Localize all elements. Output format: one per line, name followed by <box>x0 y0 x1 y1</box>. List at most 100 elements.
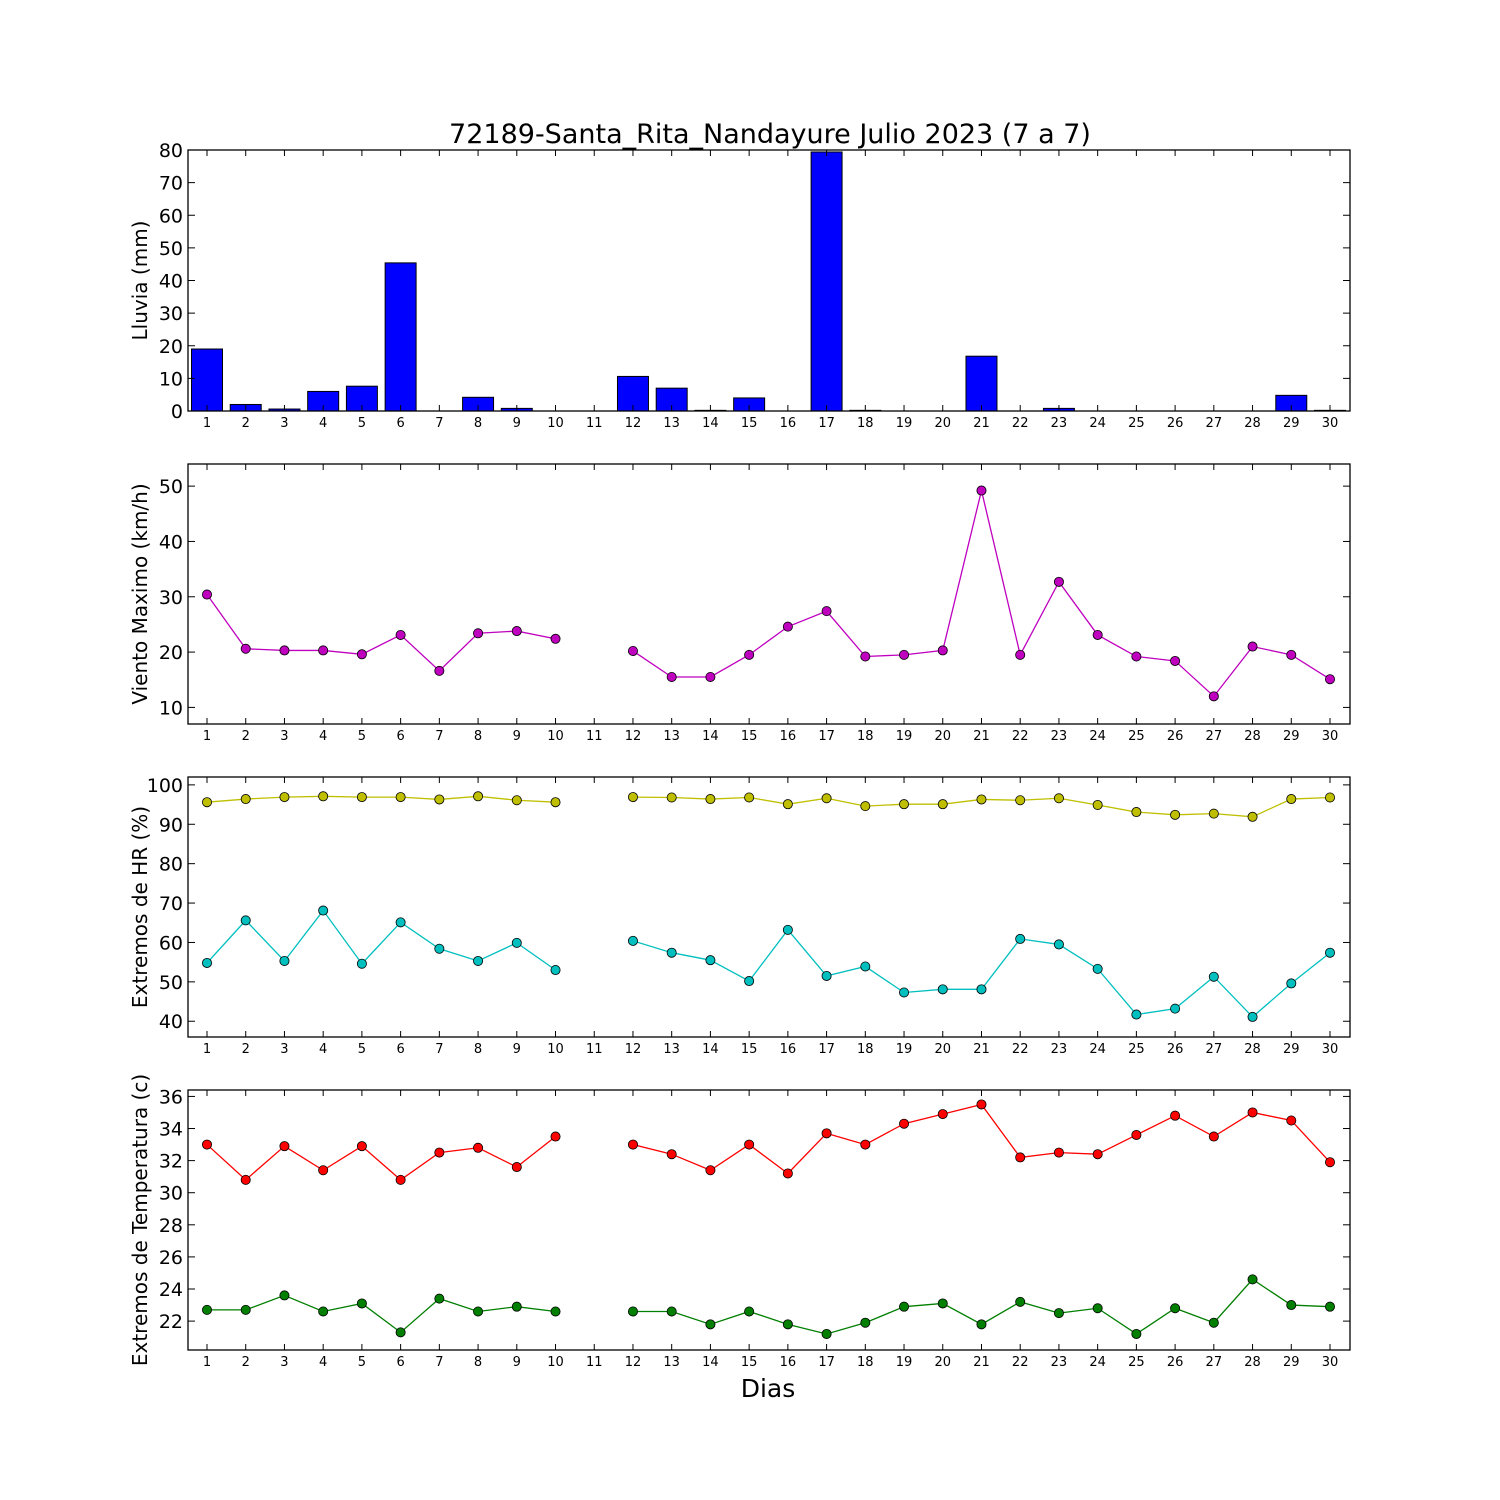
x-tick-label: 30 <box>1322 416 1339 431</box>
temp-max-point <box>782 1168 793 1179</box>
y-tick-label: 70 <box>159 893 183 915</box>
x-tick-label: 29 <box>1283 1042 1300 1057</box>
temp-min-point <box>1170 1303 1181 1314</box>
x-tick-label: 12 <box>625 416 642 431</box>
x-tick-label: 7 <box>435 1042 443 1057</box>
temp-min-point <box>279 1290 290 1301</box>
temp-min-point <box>782 1319 793 1330</box>
temp-min-point <box>1286 1300 1297 1311</box>
y-tick-label: 36 <box>159 1086 183 1108</box>
x-tick-label: 5 <box>358 1355 366 1370</box>
wind-point <box>705 671 716 682</box>
wind-point <box>744 649 755 660</box>
x-tick-label: 14 <box>702 1355 719 1370</box>
hr-min-point <box>550 965 561 976</box>
hr-max-point <box>1170 809 1181 820</box>
y-tick-label: 22 <box>159 1311 183 1333</box>
x-tick-label: 27 <box>1206 416 1223 431</box>
x-tick-label: 28 <box>1244 1355 1261 1370</box>
temp-min-point <box>473 1306 484 1317</box>
x-tick-label: 1 <box>203 1042 211 1057</box>
hr-min-point <box>937 984 948 995</box>
temp-min-point <box>1325 1301 1336 1312</box>
hr-max-point <box>744 792 755 803</box>
y-axis-label: Viento Maximo (km/h) <box>128 483 152 704</box>
x-tick-label: 28 <box>1244 729 1261 744</box>
temp-max-point <box>627 1139 638 1150</box>
y-tick-label: 60 <box>159 205 183 227</box>
x-tick-label: 24 <box>1089 1042 1106 1057</box>
x-tick-label: 12 <box>625 1042 642 1057</box>
y-tick-label: 70 <box>159 173 183 195</box>
hr-max-point <box>550 797 561 808</box>
x-tick-label: 23 <box>1051 729 1068 744</box>
x-tick-label: 25 <box>1128 1355 1145 1370</box>
x-tick-label: 9 <box>513 729 521 744</box>
x-tick-label: 22 <box>1012 1042 1029 1057</box>
x-tick-label: 6 <box>396 416 404 431</box>
temp-min-point <box>1053 1308 1064 1319</box>
x-tick-label: 15 <box>741 1355 758 1370</box>
hr-min-point <box>1131 1009 1142 1020</box>
temp-max-point <box>860 1139 871 1150</box>
wind-point <box>318 645 329 656</box>
wind-point <box>1286 649 1297 660</box>
x-tick-label: 20 <box>934 729 951 744</box>
y-tick-label: 90 <box>159 814 183 836</box>
x-tick-label: 8 <box>474 1042 482 1057</box>
temp-min-point <box>395 1327 406 1338</box>
x-tick-label: 24 <box>1089 729 1106 744</box>
y-tick-label: 80 <box>159 854 183 876</box>
x-tick-label: 13 <box>663 416 680 431</box>
x-tick-label: 21 <box>973 416 990 431</box>
hr-max-point <box>1053 793 1064 804</box>
wind-point <box>356 649 367 660</box>
plot-frame <box>187 776 1351 1038</box>
x-tick-label: 27 <box>1206 1355 1223 1370</box>
x-tick-label: 10 <box>547 416 564 431</box>
x-tick-label: 15 <box>741 1042 758 1057</box>
temp-max-point <box>279 1141 290 1152</box>
hr-min-point <box>860 961 871 972</box>
temp-max-point <box>1015 1152 1026 1163</box>
x-tick-label: 2 <box>242 416 250 431</box>
x-tick-label: 5 <box>358 1042 366 1057</box>
x-tick-label: 23 <box>1051 1355 1068 1370</box>
x-tick-label: 20 <box>934 416 951 431</box>
x-tick-label: 15 <box>741 729 758 744</box>
hr-min-point <box>1247 1011 1258 1022</box>
x-tick-label: 3 <box>280 416 288 431</box>
rain-bar <box>384 262 417 412</box>
x-tick-label: 11 <box>586 416 603 431</box>
temp-max-point <box>744 1139 755 1150</box>
x-tick-label: 4 <box>319 1355 327 1370</box>
x-tick-label: 2 <box>242 729 250 744</box>
x-tick-label: 13 <box>663 729 680 744</box>
x-tick-label: 1 <box>203 729 211 744</box>
x-tick-label: 22 <box>1012 729 1029 744</box>
x-tick-label: 7 <box>435 729 443 744</box>
hr-max-point <box>976 794 987 805</box>
hr-min-point <box>1170 1003 1181 1014</box>
temp-min-point <box>860 1317 871 1328</box>
hr-min-point <box>666 947 677 958</box>
temp-min-point <box>899 1301 910 1312</box>
x-tick-label: 6 <box>396 729 404 744</box>
x-tick-label: 9 <box>513 1042 521 1057</box>
temp-max-point <box>1170 1110 1181 1121</box>
wind-point <box>666 671 677 682</box>
hr-max-point <box>1015 795 1026 806</box>
temp-min-point <box>1208 1317 1219 1328</box>
x-tick-label: 22 <box>1012 1355 1029 1370</box>
figure-title: 72189-Santa_Rita_Nandayure Julio 2023 (7… <box>449 119 1091 150</box>
hr-min-point <box>1092 963 1103 974</box>
y-tick-label: 60 <box>159 932 183 954</box>
rain-bar <box>810 151 843 412</box>
hr-min-point <box>976 984 987 995</box>
x-tick-label: 26 <box>1167 1355 1184 1370</box>
y-tick-label: 34 <box>159 1119 183 1141</box>
hr-min-point <box>434 943 445 954</box>
